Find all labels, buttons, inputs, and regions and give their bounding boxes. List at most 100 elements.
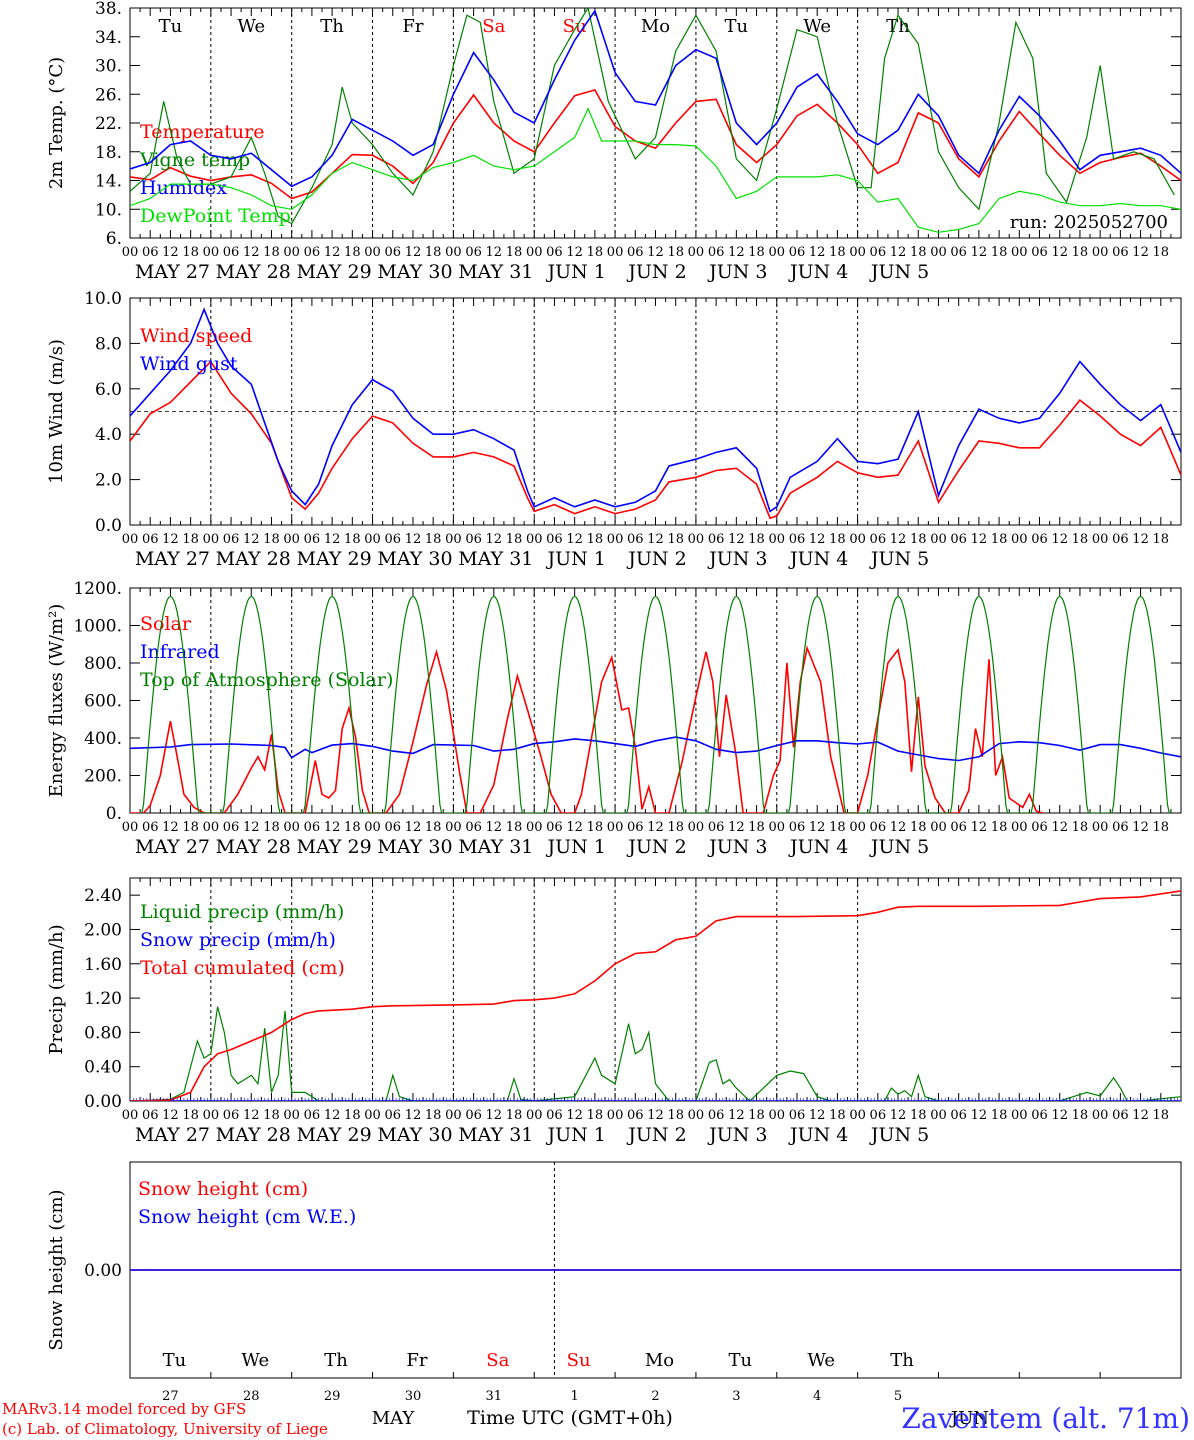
hour-tick-label: 12: [728, 532, 745, 547]
hour-tick-label: 00: [526, 1108, 543, 1123]
hour-tick-label: 06: [142, 532, 159, 547]
hour-tick-label: 12: [890, 532, 907, 547]
hour-tick-label: 18: [1153, 1108, 1170, 1123]
date-label: JUN 2: [626, 261, 686, 283]
legend-entry: Snow height (cm): [138, 1178, 308, 1200]
weekday-label: Mo: [641, 16, 670, 37]
series-line-vigne-temp: [130, 8, 1175, 225]
date-label: MAY 28: [216, 548, 291, 570]
hour-tick-label: 06: [223, 1108, 240, 1123]
hour-tick-label: 06: [223, 245, 240, 260]
hour-tick-label: 00: [1011, 245, 1028, 260]
weekday-label: Sa: [482, 16, 505, 37]
hour-tick-label: 00: [607, 245, 624, 260]
hour-tick-label: 00: [1092, 820, 1109, 835]
legend-entry: Snow height (cm W.E.): [138, 1206, 356, 1228]
hour-tick-label: 12: [405, 1108, 422, 1123]
hour-tick-label: 00: [445, 820, 462, 835]
hour-tick-label: 06: [384, 1108, 401, 1123]
hour-tick-label: 18: [587, 532, 604, 547]
date-label: JUN 5: [869, 548, 929, 570]
hour-tick-label: 18: [829, 820, 846, 835]
hour-tick-label: 00: [122, 820, 139, 835]
hour-tick-label: 00: [1011, 532, 1028, 547]
station-label: Zaventem (alt. 71m): [901, 1402, 1190, 1435]
legend-entry: Total cumulated (cm): [140, 957, 345, 979]
hour-tick-label: 06: [304, 1108, 321, 1123]
hour-tick-label: 06: [1031, 245, 1048, 260]
hour-tick-label: 00: [203, 532, 220, 547]
y-axis-title: Snow height (cm): [46, 1189, 67, 1350]
hour-tick-label: 00: [122, 245, 139, 260]
hour-tick-label: 06: [546, 820, 563, 835]
hour-tick-label: 18: [587, 1108, 604, 1123]
hour-tick-label: 00: [930, 820, 947, 835]
hour-tick-label: 06: [384, 245, 401, 260]
hour-tick-label: 12: [728, 820, 745, 835]
weekday-label: Su: [567, 1350, 591, 1371]
hour-tick-label: 12: [162, 532, 179, 547]
hour-tick-label: 00: [930, 245, 947, 260]
panel-3: 0. 200. 400. 600. 800. 1000. 1200. Energy fluxe…: [46, 579, 1182, 858]
hour-tick-label: 18: [1072, 245, 1089, 260]
y-tick-label: 10.: [95, 200, 122, 220]
hour-tick-label: 06: [870, 820, 887, 835]
hour-tick-label: 18: [425, 820, 442, 835]
day-number-label: 1: [571, 1389, 579, 1404]
hour-tick-label: 00: [849, 820, 866, 835]
hour-tick-label: 18: [829, 1108, 846, 1123]
day-number-label: 31: [486, 1389, 503, 1404]
hour-tick-label: 00: [688, 1108, 705, 1123]
hour-tick-label: 18: [425, 245, 442, 260]
hour-tick-label: 06: [708, 245, 725, 260]
date-label: JUN 4: [788, 836, 848, 858]
hour-tick-label: 06: [1112, 532, 1129, 547]
hour-tick-label: 00: [849, 1108, 866, 1123]
y-tick-label: 1.60: [84, 955, 122, 975]
hour-tick-label: 06: [950, 245, 967, 260]
hour-tick-label: 06: [627, 820, 644, 835]
hour-tick-label: 18: [910, 820, 927, 835]
hour-tick-label: 12: [486, 1108, 503, 1123]
model-credit: MARv3.14 model forced by GFS: [2, 1400, 246, 1418]
y-axis-title: Energy fluxes (W/m²): [46, 604, 67, 798]
y-tick-label: 1000.: [73, 617, 122, 637]
hour-tick-label: 00: [364, 820, 381, 835]
y-axis-title: 10m Wind (m/s): [46, 339, 67, 484]
hour-tick-label: 18: [991, 532, 1008, 547]
hour-tick-label: 12: [566, 1108, 583, 1123]
date-label: JUN 3: [707, 261, 767, 283]
hour-tick-label: 12: [486, 820, 503, 835]
series-line-humidex: [130, 9, 1181, 188]
hour-tick-label: 18: [182, 1108, 199, 1123]
legend-entry: Wind gust: [140, 353, 238, 375]
y-tick-label: 1.20: [84, 989, 122, 1009]
date-label: JUN 2: [626, 836, 686, 858]
hour-tick-label: 06: [627, 532, 644, 547]
hour-tick-label: 06: [950, 820, 967, 835]
date-label: MAY 31: [458, 548, 533, 570]
y-tick-label: 2.40: [84, 886, 122, 906]
hour-tick-label: 18: [829, 245, 846, 260]
hour-tick-label: 06: [870, 245, 887, 260]
y-tick-label: 0.: [106, 804, 122, 824]
day-number-label: 3: [732, 1389, 740, 1404]
hour-tick-label: 00: [768, 532, 785, 547]
hour-tick-label: 06: [142, 820, 159, 835]
weekday-label: We: [241, 1350, 269, 1371]
hour-tick-label: 18: [748, 245, 765, 260]
hour-tick-label: 06: [1112, 245, 1129, 260]
hour-tick-label: 06: [789, 1108, 806, 1123]
legend-entry: Snow precip (mm/h): [140, 929, 336, 951]
hour-tick-label: 18: [667, 532, 684, 547]
hour-tick-label: 18: [344, 245, 361, 260]
hour-tick-label: 18: [829, 532, 846, 547]
date-label: MAY 30: [377, 1124, 452, 1146]
hour-tick-label: 00: [607, 820, 624, 835]
hour-tick-label: 12: [162, 245, 179, 260]
date-label: MAY 30: [377, 836, 452, 858]
hour-tick-label: 12: [566, 820, 583, 835]
hour-tick-label: 18: [991, 245, 1008, 260]
hour-tick-label: 18: [748, 820, 765, 835]
weekday-label: Fr: [402, 16, 423, 37]
